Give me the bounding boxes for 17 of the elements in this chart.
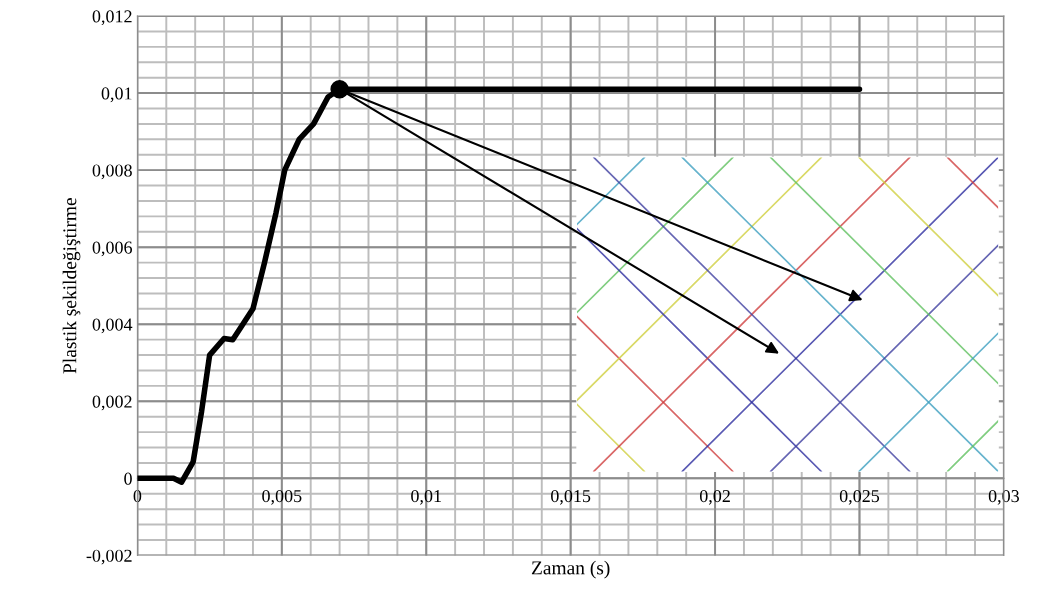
y-tick-label: 0,012 — [92, 10, 132, 26]
y-tick-label: 0,006 — [92, 241, 133, 257]
x-axis-title: Zaman (s) — [531, 560, 610, 579]
y-tick-label: 0 — [124, 472, 132, 485]
y-tick-label: 0,008 — [92, 164, 132, 180]
x-tick-label: 0,025 — [839, 489, 880, 505]
x-tick-label: 0 — [133, 489, 142, 503]
x-tick-label: 0,03 — [988, 489, 1019, 505]
x-tick-label: 0,02 — [699, 489, 730, 505]
y-tick-label: 0,002 — [92, 395, 132, 411]
x-tick-label: 0,005 — [262, 489, 302, 505]
x-tick-label: 0,01 — [411, 489, 441, 505]
y-tick-label: 0,01 — [101, 87, 132, 103]
y-axis-title: Plastik şekildeğiştirme — [62, 198, 81, 374]
y-tick-label: 0,004 — [92, 318, 133, 334]
y-tick-label: -0,002 — [86, 549, 132, 565]
x-tick-label: 0,015 — [551, 489, 591, 505]
